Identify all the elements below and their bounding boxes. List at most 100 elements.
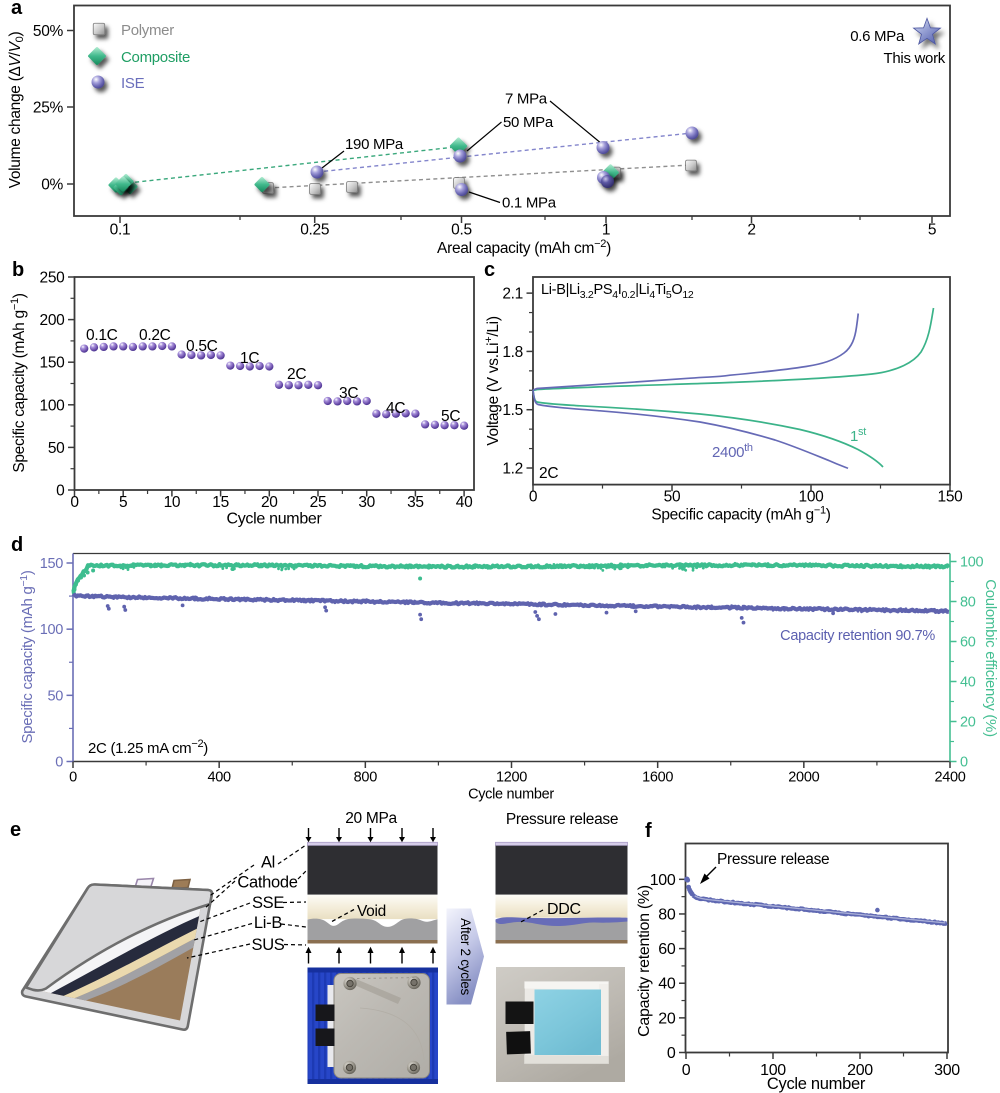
svg-text:300: 300 <box>934 1062 960 1079</box>
svg-text:60: 60 <box>960 635 976 651</box>
svg-text:Specific capacity (mAh g−1): Specific capacity (mAh g−1) <box>9 293 28 472</box>
svg-text:Capacity retention 90.7%: Capacity retention 90.7% <box>780 628 935 644</box>
svg-text:2C: 2C <box>287 366 306 383</box>
svg-text:200: 200 <box>847 1062 873 1079</box>
svg-text:SSE: SSE <box>252 894 284 912</box>
svg-text:25: 25 <box>310 494 327 511</box>
svg-text:2.1: 2.1 <box>502 286 523 303</box>
svg-text:Areal capacity (mAh cm−2): Areal capacity (mAh cm−2) <box>437 238 611 257</box>
svg-text:0.1: 0.1 <box>110 222 131 239</box>
svg-text:Cycle number: Cycle number <box>226 511 322 528</box>
svg-text:20: 20 <box>261 494 278 511</box>
svg-text:Specific capacity (mAh g−1): Specific capacity (mAh g−1) <box>651 505 830 524</box>
svg-text:Composite: Composite <box>121 49 190 66</box>
svg-text:100: 100 <box>40 397 66 414</box>
svg-text:Voltage (V vs.Li+/Li): Voltage (V vs.Li+/Li) <box>483 316 502 446</box>
svg-text:100: 100 <box>799 489 825 506</box>
svg-text:40: 40 <box>960 675 976 691</box>
svg-text:Li-B: Li-B <box>254 914 282 932</box>
svg-text:50%: 50% <box>33 23 64 40</box>
svg-text:d: d <box>11 534 23 556</box>
svg-text:1C: 1C <box>240 350 259 367</box>
svg-text:0: 0 <box>56 483 65 500</box>
svg-text:0: 0 <box>682 1062 691 1079</box>
svg-text:2400: 2400 <box>934 770 965 786</box>
svg-text:Al: Al <box>261 854 275 872</box>
svg-text:5: 5 <box>119 494 127 511</box>
svg-text:0.6 MPa: 0.6 MPa <box>850 28 905 45</box>
svg-text:0: 0 <box>529 489 538 506</box>
svg-text:150: 150 <box>938 489 964 506</box>
svg-text:0: 0 <box>960 755 968 771</box>
svg-text:20: 20 <box>658 1010 676 1027</box>
svg-text:1.5: 1.5 <box>502 402 523 419</box>
svg-text:5C: 5C <box>441 408 460 425</box>
svg-text:Polymer: Polymer <box>121 22 174 39</box>
svg-text:Specific capacity (mAh g−1): Specific capacity (mAh g−1) <box>18 570 36 743</box>
svg-text:This work: This work <box>884 50 946 67</box>
svg-text:1200: 1200 <box>496 770 527 786</box>
svg-text:0.25: 0.25 <box>300 222 329 239</box>
svg-text:20: 20 <box>960 715 976 731</box>
svg-text:80: 80 <box>658 906 676 923</box>
svg-text:190 MPa: 190 MPa <box>345 136 404 153</box>
svg-text:f: f <box>645 820 652 842</box>
svg-text:50: 50 <box>664 489 681 506</box>
svg-text:2000: 2000 <box>788 770 819 786</box>
svg-text:50: 50 <box>48 440 65 457</box>
svg-text:0.5: 0.5 <box>451 222 472 239</box>
svg-text:200: 200 <box>40 312 66 329</box>
svg-text:20 MPa: 20 MPa <box>345 810 397 827</box>
svg-text:b: b <box>12 259 24 281</box>
svg-text:Volume change (ΔV/V0): Volume change (ΔV/V0) <box>7 32 26 189</box>
svg-text:Pressure release: Pressure release <box>506 811 618 828</box>
svg-text:Cycle number: Cycle number <box>767 1075 866 1093</box>
svg-text:100: 100 <box>760 1062 786 1079</box>
svg-text:150: 150 <box>40 355 66 372</box>
svg-text:1.8: 1.8 <box>502 344 523 361</box>
svg-text:10: 10 <box>164 494 181 511</box>
svg-text:4C: 4C <box>386 400 405 417</box>
svg-text:Pressure release: Pressure release <box>717 851 829 868</box>
svg-text:a: a <box>11 0 23 19</box>
svg-text:1: 1 <box>602 222 610 239</box>
svg-text:100: 100 <box>650 872 676 889</box>
svg-text:SUS: SUS <box>251 936 284 954</box>
svg-text:800: 800 <box>354 770 378 786</box>
svg-text:2: 2 <box>747 222 755 239</box>
svg-text:1600: 1600 <box>642 770 673 786</box>
svg-text:15: 15 <box>212 494 229 511</box>
svg-text:0: 0 <box>69 770 77 786</box>
svg-text:40: 40 <box>456 494 473 511</box>
svg-text:ISE: ISE <box>121 75 145 92</box>
svg-text:3C: 3C <box>339 385 358 402</box>
svg-text:25%: 25% <box>33 100 64 117</box>
svg-text:0%: 0% <box>41 177 63 194</box>
svg-text:1st: 1st <box>850 426 866 445</box>
svg-text:0: 0 <box>55 755 63 771</box>
svg-text:0: 0 <box>667 1045 676 1062</box>
svg-text:0.1 MPa: 0.1 MPa <box>502 195 557 212</box>
svg-text:5: 5 <box>928 222 936 239</box>
svg-text:150: 150 <box>40 556 64 572</box>
svg-text:2C: 2C <box>539 465 558 482</box>
svg-text:50 MPa: 50 MPa <box>503 114 554 131</box>
svg-text:80: 80 <box>960 595 976 611</box>
svg-text:1.2: 1.2 <box>502 461 523 478</box>
svg-text:Void: Void <box>357 903 386 920</box>
svg-text:0.5C: 0.5C <box>186 338 218 355</box>
svg-text:30: 30 <box>358 494 375 511</box>
svg-text:0.2C: 0.2C <box>139 327 171 344</box>
svg-text:e: e <box>10 819 21 841</box>
svg-text:7 MPa: 7 MPa <box>505 91 548 108</box>
svg-text:40: 40 <box>658 976 676 993</box>
svg-text:400: 400 <box>208 770 232 786</box>
svg-text:DDC: DDC <box>547 901 581 918</box>
svg-text:c: c <box>484 259 495 281</box>
svg-text:35: 35 <box>407 494 424 511</box>
svg-text:2400th: 2400th <box>712 442 753 461</box>
svg-text:Capacity retention (%): Capacity retention (%) <box>636 885 653 1037</box>
svg-text:2C (1.25 mA cm−2): 2C (1.25 mA cm−2) <box>88 738 208 757</box>
svg-text:100: 100 <box>40 622 64 638</box>
svg-text:0: 0 <box>70 494 79 511</box>
